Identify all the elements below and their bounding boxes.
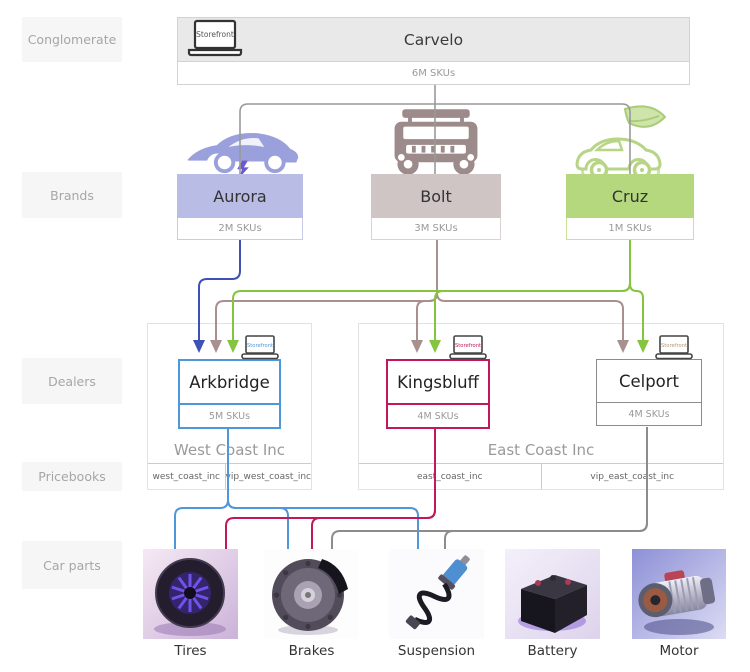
conglomerate-node-carvelo: Carvelo 6M SKUs [177,17,690,85]
part-label-tires: Tires [143,639,238,663]
conglomerate-name: Carvelo [177,17,690,62]
row-label-pricebooks: Pricebooks [22,462,122,491]
storefront-label: Storefront [661,343,687,349]
edge-celport-parts [331,427,648,549]
dealer-sku-count: 5M SKUs [180,403,279,427]
dealer-name: Celport [618,371,680,391]
arrowhead-bolt-celport [617,340,629,353]
storefront-label: Storefront [247,343,273,349]
dealer-sku-count: 4M SKUs [388,403,488,427]
part-label-suspension: Suspension [389,639,484,663]
brand-node-cruz: Cruz 1M SKUs [566,174,694,240]
part-label-brakes: Brakes [264,639,359,663]
brand-sku-count: 3M SKUs [371,218,501,240]
edge-aurora-arkbridge [198,240,241,341]
group-name: East Coast Inc [487,441,595,459]
eco-car-icon [575,105,667,190]
tires-image [143,549,238,639]
dealer-name: Arkbridge [189,372,270,392]
arrowhead-cruz-celport [637,340,649,353]
suv-icon [394,109,478,175]
pricebook-cell: west_coast_inc [148,464,226,489]
arrowhead-cruz-kingsbluff [429,340,441,353]
edge-bolt-dealers [215,240,624,341]
pricebook-cell: vip_east_coast_inc [590,471,675,482]
brand-name: Aurora [177,174,303,218]
arrowhead-bolt-kingsbluff [411,340,423,353]
dealer-sku-count: 4M SKUs [597,402,701,425]
row-label-brands: Brands [22,172,122,218]
battery-image [505,549,600,639]
pricebook-cell: east_coast_inc [359,464,542,489]
brand-sku-count: 1M SKUs [566,218,694,240]
edge-cruz-dealers [232,240,644,341]
row-label-conglomerate: Conglomerate [22,17,122,62]
suspension-image [389,549,484,639]
motor-image [632,549,726,639]
laptop-storefront-icon: Storefront [449,335,487,360]
edge-kingsbluff-parts [225,427,436,549]
dealer-group-west-coast: West Coast Inc west_coast_inc vip_west_c… [147,323,312,490]
laptop-storefront-icon: Storefront [655,335,693,360]
row-label-car-parts: Car parts [22,541,122,589]
brand-name: Cruz [566,174,694,218]
storefront-label: Storefront [455,343,481,349]
sports-car-icon [187,132,299,178]
part-label-battery: Battery [505,639,600,663]
pricebook-row: west_coast_inc vip_west_coast_inc [148,463,311,489]
arrowhead-cruz-arkbridge [227,340,239,353]
group-name: West Coast Inc [173,441,286,459]
pricebook-cell: vip_west_coast_inc [225,471,312,482]
storefront-label: Storefront [196,30,234,39]
brand-node-aurora: Aurora 2M SKUs [177,174,303,240]
part-label-motor: Motor [632,639,726,663]
dealer-group-east-coast: East Coast Inc east_coast_inc vip_east_c… [358,323,724,490]
brakes-image [264,549,359,639]
dealer-node-arkbridge: Arkbridge 5M SKUs [178,359,281,429]
arrowhead-aurora-arkbridge [193,340,205,353]
conglomerate-sku-count: 6M SKUs [177,62,690,85]
pricebook-row: east_coast_inc vip_east_coast_inc [359,463,723,489]
brand-name: Bolt [371,174,501,218]
dealer-node-celport: Celport 4M SKUs [596,359,702,426]
brand-sku-count: 2M SKUs [177,218,303,240]
laptop-storefront-icon: Storefront [187,19,243,57]
laptop-storefront-icon: Storefront [241,335,279,360]
brand-node-bolt: Bolt 3M SKUs [371,174,501,240]
edge-arkbridge-parts [174,427,419,549]
edge-carvelo-brands [239,84,631,174]
arrowhead-bolt-arkbridge [210,340,222,353]
dealer-name: Kingsbluff [397,372,479,392]
dealer-node-kingsbluff: Kingsbluff 4M SKUs [386,359,490,429]
row-label-dealers: Dealers [22,358,122,404]
